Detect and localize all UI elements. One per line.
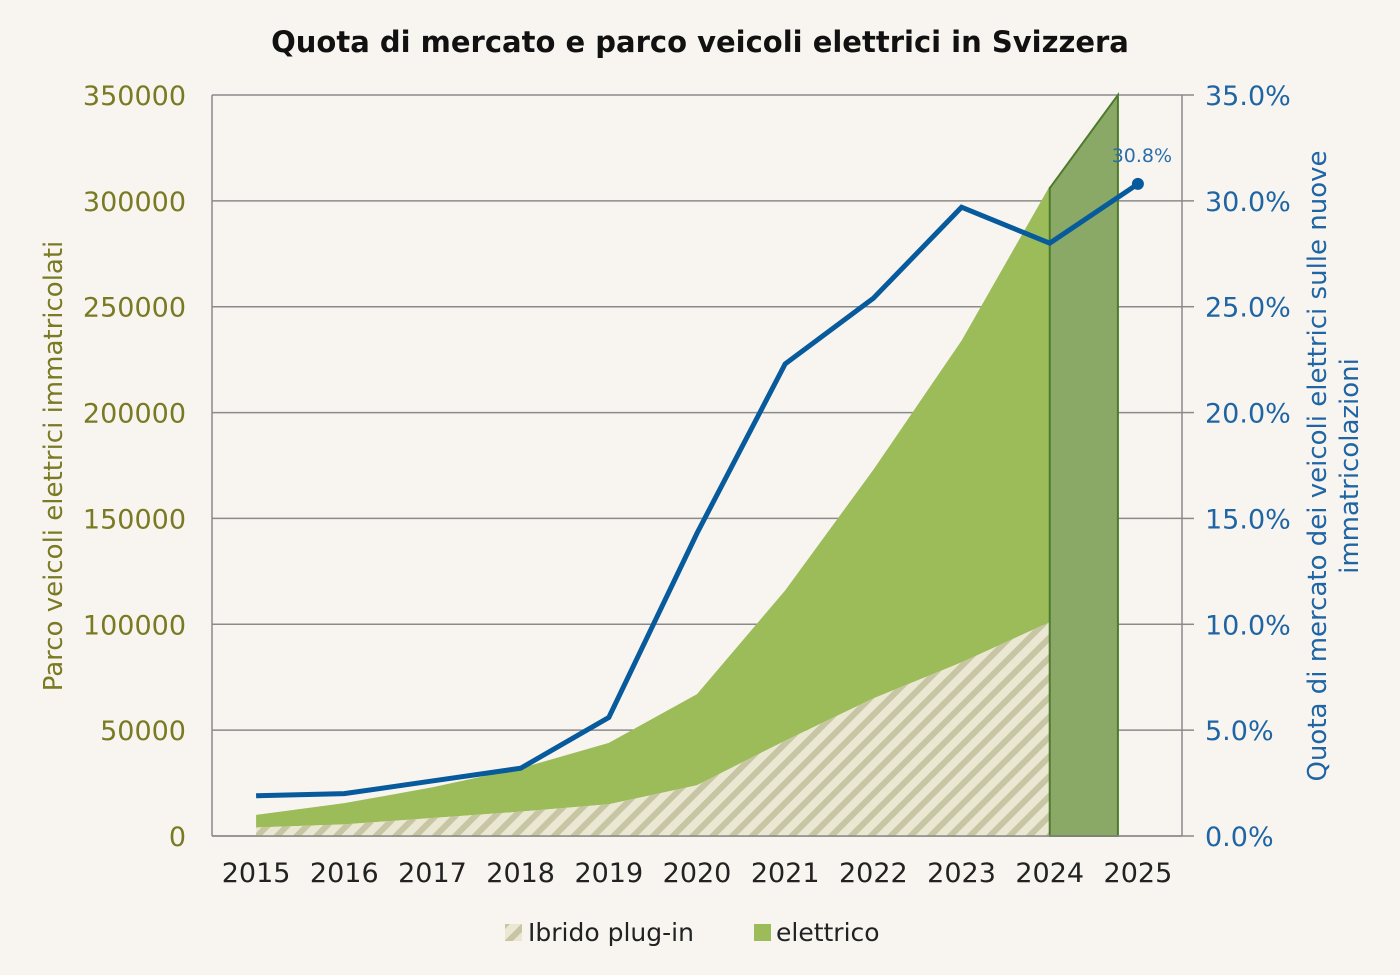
y-tick-label-left: 250000 (83, 293, 186, 324)
x-tick-label: 2024 (1015, 858, 1084, 889)
x-tick-label: 2017 (398, 858, 467, 889)
y-tick-label-right: 30.0% (1205, 187, 1291, 218)
gridlines (212, 94, 1182, 837)
y-tick-label-right: 15.0% (1205, 504, 1291, 535)
line-end-point (1131, 177, 1144, 190)
legend: Ibrido plug-in elettrico (505, 918, 880, 947)
area-ibrido-plug-in (256, 622, 1050, 836)
plot-areas (256, 186, 1050, 836)
y-tick-label-right: 20.0% (1205, 399, 1291, 430)
y-tick-label-right: 35.0% (1205, 81, 1291, 112)
y-axis-right-label-line2: immatricolazioni (1335, 358, 1365, 574)
line-quota-di-mercato (256, 181, 1140, 799)
x-tick-label: 2025 (1104, 858, 1173, 889)
x-tick-label: 2018 (486, 858, 555, 889)
data-label-30-8: 30.8% (1112, 145, 1172, 167)
y-axis-right-label: Quota di mercato dei veicoli elettrici s… (1303, 150, 1333, 781)
x-tick-label: 2019 (574, 858, 643, 889)
x-tick-label: 2015 (222, 858, 291, 889)
y-tick-label-left: 50000 (100, 716, 186, 747)
x-tick-label: 2022 (839, 858, 908, 889)
y-tick-label-right: 10.0% (1205, 610, 1291, 641)
x-tick-label: 2020 (663, 858, 732, 889)
y-tick-label-left: 0 (169, 822, 186, 853)
y-axis-left-label: Parco veicoli elettrici immatricolati (39, 241, 69, 692)
legend-label-electric: elettrico (776, 918, 880, 947)
chart-title: Quota di mercato e parco veicoli elettri… (271, 25, 1129, 59)
legend-label-plugin-hybrid: Ibrido plug-in (528, 918, 694, 947)
y-tick-label-left: 100000 (83, 610, 186, 641)
y-tick-label-right: 25.0% (1205, 293, 1291, 324)
area-elettrico (256, 186, 1050, 828)
x-tick-label: 2023 (927, 858, 996, 889)
y-tick-label-left: 300000 (83, 187, 186, 218)
legend-swatch-electric (754, 924, 771, 941)
y-tick-label-right: 0.0% (1205, 822, 1274, 853)
tick-labels: 30.8% 0 50000 100000 150000 200000 250000 30000… (83, 81, 1291, 889)
share-line-group (256, 177, 1144, 799)
legend-swatch-plugin-hybrid (505, 924, 522, 941)
x-tick-label: 2016 (310, 858, 379, 889)
x-tick-label: 2021 (751, 858, 820, 889)
y-tick-label-left: 350000 (83, 81, 186, 112)
y-tick-label-left: 200000 (83, 399, 186, 430)
y-tick-label-right: 5.0% (1205, 716, 1274, 747)
y-tick-label-left: 150000 (83, 504, 186, 535)
axes (211, 94, 1194, 837)
